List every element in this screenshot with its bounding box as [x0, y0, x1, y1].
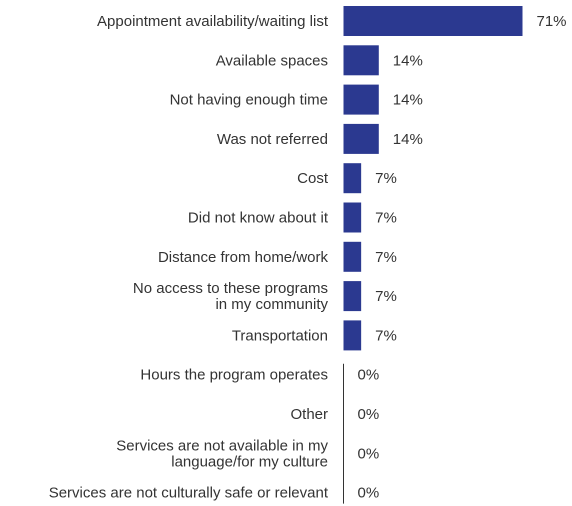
bar — [344, 45, 379, 75]
category-label-line: Transportation — [232, 327, 328, 344]
bar — [344, 6, 523, 36]
value-label: 7% — [375, 327, 397, 344]
category-label: Services are not available in my language… — [116, 437, 328, 470]
value-label: 71% — [537, 13, 567, 30]
category-label: Other — [290, 406, 328, 423]
value-label: 0% — [358, 445, 380, 462]
bar — [344, 320, 362, 350]
category-label-line: Available spaces — [216, 52, 328, 69]
bar — [344, 242, 362, 272]
category-label-line: Other — [290, 406, 328, 423]
category-label: Was not referred — [217, 131, 328, 148]
value-label: 7% — [375, 170, 397, 187]
value-label: 14% — [393, 92, 423, 109]
category-label: Cost — [297, 170, 329, 187]
category-label-line: Was not referred — [217, 131, 328, 148]
category-label-line: Distance from home/work — [158, 249, 329, 266]
value-label: 14% — [393, 131, 423, 148]
value-label: 0% — [358, 367, 380, 384]
category-label-line: Hours the program operates — [140, 367, 328, 384]
category-label: Hours the program operates — [140, 367, 328, 384]
category-label-line: Not having enough time — [170, 92, 328, 109]
category-label-line: Did not know about it — [188, 209, 329, 226]
category-label-line: Services are not culturally safe or rele… — [49, 485, 329, 502]
category-label-line: language/for my culture — [171, 453, 328, 470]
category-label: Appointment availability/waiting list — [97, 13, 329, 30]
category-label: Transportation — [232, 327, 328, 344]
category-label: Did not know about it — [188, 209, 329, 226]
category-label-line: in my community — [215, 296, 328, 313]
category-label: No access to these programs in my communi… — [133, 280, 329, 313]
category-label: Available spaces — [216, 52, 328, 69]
bar — [344, 281, 362, 311]
bar — [344, 163, 362, 193]
category-label: Services are not culturally safe or rele… — [49, 485, 329, 502]
value-label: 7% — [375, 209, 397, 226]
value-label: 7% — [375, 249, 397, 266]
bar — [344, 85, 379, 115]
category-label-line: Appointment availability/waiting list — [97, 13, 329, 30]
value-label: 7% — [375, 288, 397, 305]
category-label: Not having enough time — [170, 92, 328, 109]
category-label: Distance from home/work — [158, 249, 329, 266]
category-label-line: Services are not available in my — [116, 437, 328, 454]
category-label-line: Cost — [297, 170, 329, 187]
value-label: 0% — [358, 485, 380, 502]
bar — [344, 203, 362, 233]
bar — [344, 124, 379, 154]
category-label-line: No access to these programs — [133, 280, 328, 297]
value-label: 14% — [393, 52, 423, 69]
value-label: 0% — [358, 406, 380, 423]
